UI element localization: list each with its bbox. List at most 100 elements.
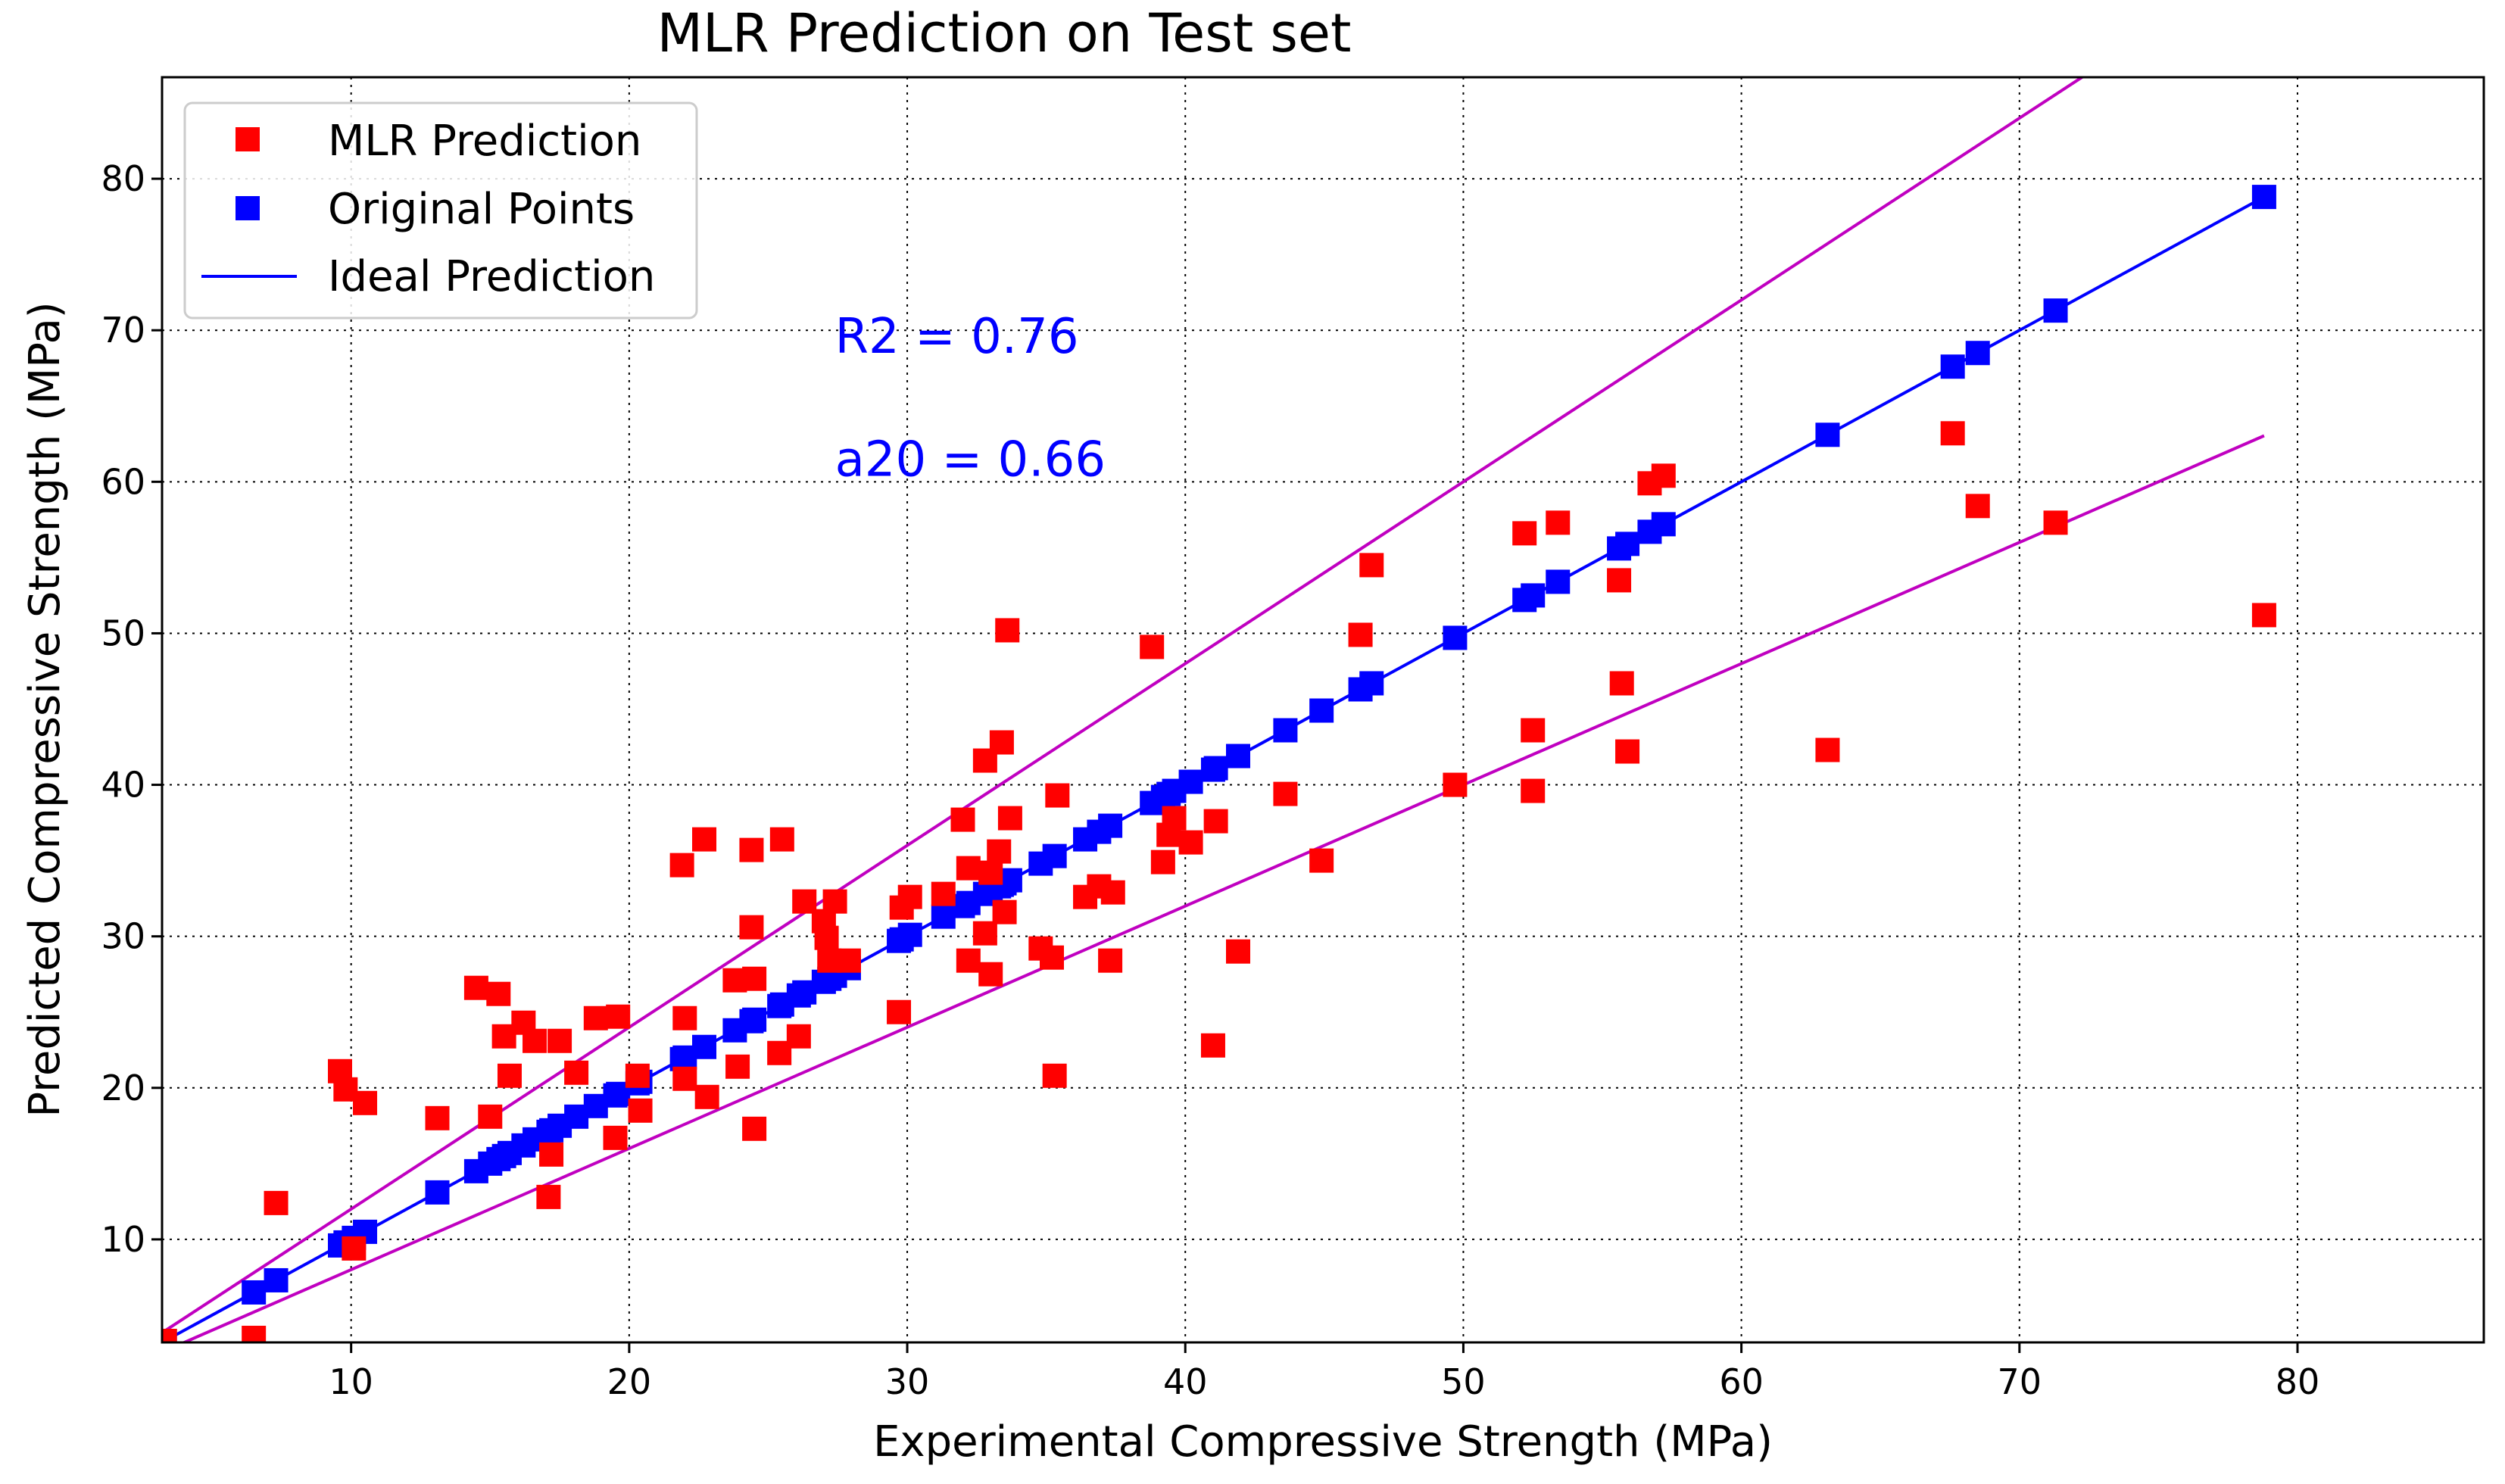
original-point [1815, 422, 1840, 447]
mlr-prediction-point [536, 1184, 561, 1209]
mlr-prediction-point [987, 839, 1012, 864]
y-tick-label: 40 [101, 765, 145, 806]
original-point [1651, 512, 1676, 537]
legend-label-original-points: Original Points [328, 185, 635, 234]
x-tick-label: 30 [885, 1361, 930, 1402]
mlr-prediction-point [603, 1125, 628, 1150]
original-point [1042, 843, 1067, 868]
mlr-prediction-point [1226, 939, 1251, 964]
chart-title: MLR Prediction on Test set [657, 2, 1352, 64]
x-tick-label: 50 [1441, 1361, 1486, 1402]
lower-bound-line [180, 434, 2265, 1342]
annotation-a20: a20 = 0.66 [835, 432, 1106, 488]
mlr-prediction-point [822, 889, 847, 914]
original-point [1203, 756, 1228, 781]
mlr-prediction-point [1045, 783, 1070, 808]
mlr-prediction-point [1359, 553, 1384, 578]
y-tick-label: 70 [101, 310, 145, 351]
mlr-prediction-point [978, 860, 1003, 885]
original-point [1178, 769, 1203, 794]
mlr-prediction-point [1042, 1063, 1067, 1088]
mlr-prediction-point [1098, 948, 1123, 973]
x-tick-label: 10 [329, 1361, 373, 1402]
mlr-prediction-point [1815, 737, 1840, 762]
y-tick-label: 30 [101, 916, 145, 957]
y-tick-label: 20 [101, 1068, 145, 1108]
mlr-prediction-point [692, 827, 717, 852]
mlr-prediction-point [1162, 806, 1187, 831]
mlr-prediction-point [264, 1190, 289, 1215]
mlr-prediction-point [486, 981, 511, 1006]
y-tick-label: 80 [101, 158, 145, 199]
mlr-prediction-point [1309, 848, 1334, 873]
original-point [1273, 718, 1298, 743]
original-point [1309, 698, 1334, 723]
mlr-prediction-point [956, 948, 981, 973]
original-point [1226, 744, 1251, 768]
mlr-prediction-point [1521, 718, 1546, 743]
mlr-prediction-point [539, 1142, 564, 1167]
mlr-prediction-point [547, 1028, 572, 1053]
legend-marker-original-points [236, 196, 260, 220]
mlr-prediction-point [1521, 778, 1546, 803]
original-point [1443, 625, 1468, 650]
original-point [1098, 813, 1123, 838]
mlr-prediction-point [628, 1098, 653, 1123]
mlr-prediction-point [897, 884, 922, 909]
mlr-prediction-point [742, 966, 767, 991]
mlr-prediction-point [1615, 739, 1640, 764]
mlr-prediction-point [1940, 421, 1965, 446]
legend: MLR Prediction Original Points Ideal Pre… [183, 101, 698, 320]
mlr-prediction-point [887, 999, 912, 1024]
x-tick-label: 20 [607, 1361, 652, 1402]
x-axis-label: Experimental Compressive Strength (MPa) [873, 1417, 1773, 1467]
mlr-prediction-point [523, 1028, 547, 1053]
original-point [425, 1180, 450, 1205]
original-point [897, 922, 922, 947]
original-point [2251, 185, 2276, 210]
mlr-prediction-point [725, 1054, 750, 1079]
mlr-prediction-point [995, 618, 1020, 643]
plot-frame [161, 76, 2485, 1344]
y-axis-label: Predicted Compressive Strength (MPa) [20, 301, 70, 1117]
x-tick-label: 80 [2276, 1361, 2320, 1402]
mlr-prediction-point [583, 1005, 608, 1030]
mlr-prediction-point [956, 856, 981, 881]
mlr-prediction-point [1100, 880, 1125, 905]
mlr-prediction-point [625, 1063, 650, 1088]
y-tick-label: 10 [101, 1219, 145, 1260]
mlr-prediction-point [2251, 603, 2276, 628]
mlr-prediction-point [931, 881, 956, 906]
mlr-prediction-point [1140, 634, 1165, 659]
mlr-prediction-point [1546, 510, 1571, 535]
original-point [1521, 583, 1546, 608]
mlr-prediction-point [1273, 781, 1298, 806]
mlr-prediction-point [1443, 772, 1468, 797]
mlr-prediction-point [1150, 850, 1175, 874]
mlr-prediction-point [814, 925, 839, 950]
annotation-r2: R2 = 0.76 [835, 309, 1079, 365]
x-tick-label: 70 [1998, 1361, 2042, 1402]
series [162, 185, 2276, 1342]
legend-marker-mlr-prediction [236, 127, 260, 151]
mlr-prediction-point [1178, 830, 1203, 855]
mlr-prediction-point [672, 1005, 697, 1030]
original-point [1615, 532, 1640, 556]
original-point [1940, 354, 1965, 379]
legend-label-mlr-prediction: MLR Prediction [328, 117, 641, 166]
mlr-prediction-point [1039, 945, 1064, 970]
mlr-prediction-point [162, 1328, 177, 1342]
original-point [692, 1034, 717, 1059]
original-point [742, 1007, 767, 1032]
mlr-prediction-point [997, 806, 1022, 831]
mlr-prediction-point [739, 915, 764, 940]
mlr-prediction-point [669, 853, 694, 878]
mlr-prediction-point [989, 730, 1014, 755]
mlr-prediction-point [992, 899, 1017, 924]
mlr-prediction-point [694, 1084, 719, 1109]
legend-box [183, 101, 698, 320]
original-point [1546, 569, 1571, 594]
mlr-prediction-point [950, 807, 975, 832]
mlr-prediction-point [1651, 463, 1676, 488]
